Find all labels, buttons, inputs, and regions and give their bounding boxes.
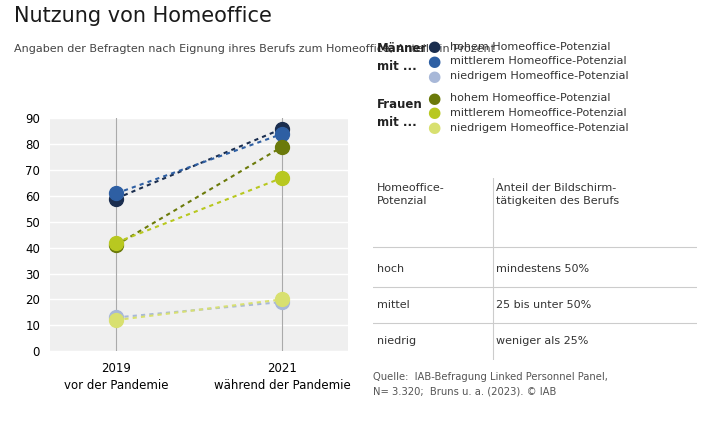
Text: niedrig: niedrig [377, 336, 416, 346]
Text: niedrigem Homeoffice-Potenzial: niedrigem Homeoffice-Potenzial [450, 71, 629, 81]
Text: mittlerem Homeoffice-Potenzial: mittlerem Homeoffice-Potenzial [450, 108, 626, 118]
Text: Frauen
mit ...: Frauen mit ... [377, 98, 422, 129]
Text: Angaben der Befragten nach Eignung ihres Berufs zum Homeoffice, Anteile in Proze: Angaben der Befragten nach Eignung ihres… [14, 44, 496, 55]
Text: ●: ● [427, 91, 440, 106]
Text: 25 bis unter 50%: 25 bis unter 50% [496, 300, 592, 310]
Text: ●: ● [427, 69, 440, 84]
Text: hohem Homeoffice-Potenzial: hohem Homeoffice-Potenzial [450, 93, 611, 103]
Text: hoch: hoch [377, 264, 404, 274]
Text: niedrigem Homeoffice-Potenzial: niedrigem Homeoffice-Potenzial [450, 123, 629, 133]
Text: Anteil der Bildschirm-
tätigkeiten des Berufs: Anteil der Bildschirm- tätigkeiten des B… [496, 183, 619, 206]
Text: Männer
mit ...: Männer mit ... [377, 42, 427, 73]
Text: weniger als 25%: weniger als 25% [496, 336, 589, 346]
Text: mittel: mittel [377, 300, 410, 310]
Text: Homeoffice-
Potenzial: Homeoffice- Potenzial [377, 183, 444, 206]
Text: ●: ● [427, 39, 440, 54]
Text: ●: ● [427, 105, 440, 121]
Text: mindestens 50%: mindestens 50% [496, 264, 589, 274]
Text: ●: ● [427, 120, 440, 135]
Text: hohem Homeoffice-Potenzial: hohem Homeoffice-Potenzial [450, 41, 611, 52]
Text: Quelle:  IAB-Befragung Linked Personnel Panel,
N= 3.320;  Bruns u. a. (2023). © : Quelle: IAB-Befragung Linked Personnel P… [373, 372, 608, 396]
Text: ●: ● [427, 54, 440, 69]
Text: Nutzung von Homeoffice: Nutzung von Homeoffice [14, 6, 272, 26]
Text: mittlerem Homeoffice-Potenzial: mittlerem Homeoffice-Potenzial [450, 56, 626, 66]
